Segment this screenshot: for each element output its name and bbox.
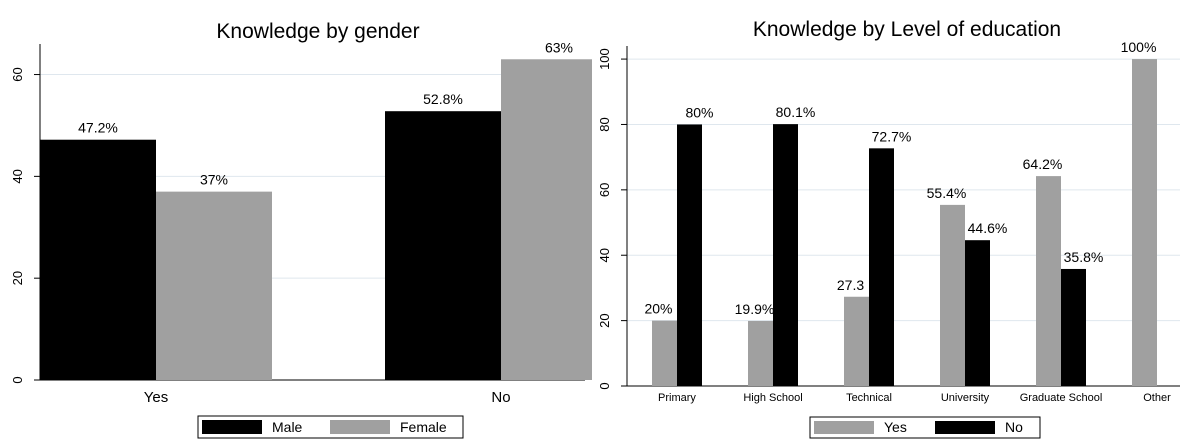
bar-male-yes	[40, 139, 156, 380]
legend-label-yes: Yes	[884, 419, 907, 435]
legend-swatch-female	[330, 420, 390, 434]
bar-no-university	[965, 240, 990, 386]
bar-no-graduate-school	[1061, 268, 1086, 386]
legend-label-female: Female	[400, 419, 447, 435]
legend-label-no: No	[1005, 419, 1023, 435]
y-tick-label: 40	[10, 169, 25, 183]
bar-yes-other	[1132, 59, 1157, 386]
bar-female-yes	[156, 191, 272, 380]
plot-area	[627, 46, 1180, 386]
y-tick-label: 20	[10, 271, 25, 285]
bar-yes-high-school	[748, 320, 773, 386]
gender-chart: Knowledge by gender 0 20 40 60 47.2% 37% Yes 52.…	[10, 20, 592, 439]
bar-no-primary	[677, 124, 702, 386]
bar-yes-technical	[844, 296, 869, 386]
y-tick-label: 60	[597, 183, 612, 197]
legend-swatch-yes	[814, 421, 874, 434]
chart-title: Knowledge by gender	[216, 20, 419, 43]
data-label: 80%	[685, 104, 713, 120]
data-label: 27.3	[837, 277, 864, 293]
data-label: 63%	[545, 39, 573, 55]
bar-yes-graduate-school	[1036, 176, 1061, 386]
x-tick-label: High School	[743, 392, 802, 404]
y-tick-label: 0	[597, 382, 612, 389]
bar-female-no	[501, 59, 592, 380]
x-tick-label: Primary	[658, 392, 696, 404]
y-tick-label: 20	[597, 313, 612, 327]
bar-male-no	[385, 111, 501, 380]
data-label: 55.4%	[927, 185, 967, 201]
y-tick-label: 60	[10, 67, 25, 81]
data-label: 20%	[644, 301, 672, 317]
data-label: 52.8%	[423, 91, 463, 107]
x-tick-label: Other	[1143, 392, 1171, 404]
chart-title: Knowledge by Level of education	[753, 18, 1061, 41]
legend-label-male: Male	[272, 419, 303, 435]
legend-swatch-no	[935, 421, 995, 434]
y-tick-label: 0	[10, 376, 25, 383]
data-label: 80.1%	[776, 104, 816, 120]
legend-swatch-male	[202, 420, 262, 434]
data-label: 35.8%	[1064, 249, 1104, 265]
bar-yes-primary	[652, 320, 677, 386]
education-chart: Knowledge by Level of education 0 20 40 60 80…	[597, 18, 1180, 439]
x-tick-label: Technical	[846, 392, 892, 404]
x-tick-label: No	[491, 389, 510, 406]
y-tick-label: 100	[597, 48, 612, 70]
bar-yes-university	[940, 204, 965, 386]
bar-no-high-school	[773, 124, 798, 386]
data-label: 47.2%	[78, 120, 118, 136]
bar-no-technical	[869, 148, 894, 386]
data-label: 64.2%	[1023, 156, 1063, 172]
data-label: 100%	[1121, 39, 1157, 55]
y-tick-label: 80	[597, 117, 612, 131]
x-tick-label: Graduate School	[1020, 392, 1103, 404]
data-label: 72.7%	[872, 128, 912, 144]
data-label: 44.6%	[968, 220, 1008, 236]
data-label: 19.9%	[735, 301, 775, 317]
data-label: 37%	[200, 172, 228, 188]
y-tick-label: 40	[597, 248, 612, 262]
x-tick-label: Yes	[144, 389, 168, 406]
x-tick-label: University	[941, 392, 990, 404]
